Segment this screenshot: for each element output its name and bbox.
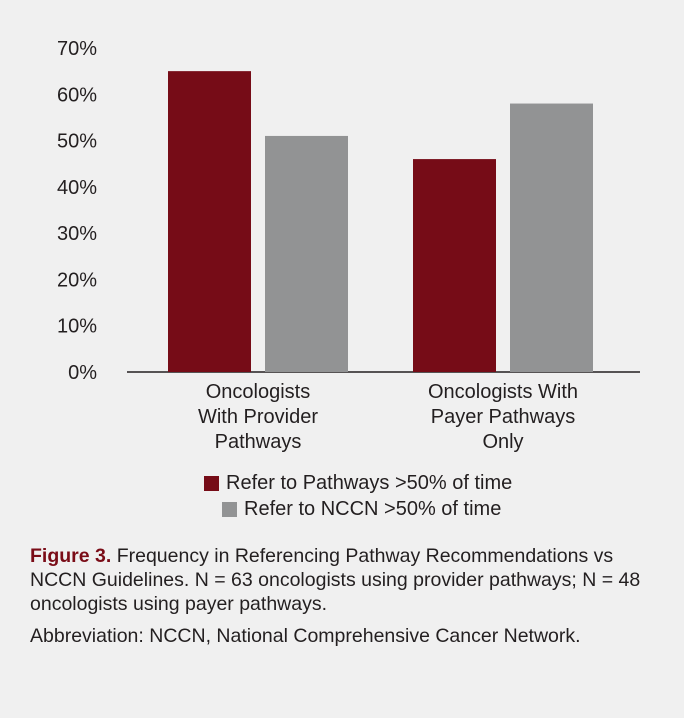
x-category-label: Oncologists — [206, 381, 311, 403]
figure-label: Figure 3. — [30, 545, 112, 567]
legend-item-nccn: Refer to NCCN >50% of time — [222, 498, 501, 521]
figure-caption: Figure 3. Frequency in Referencing Pathw… — [30, 544, 670, 656]
bar-nccn-1 — [265, 135, 348, 372]
legend-swatch-pathways — [204, 476, 219, 491]
y-tick-label: 30% — [57, 223, 97, 245]
x-category-label: With Provider — [198, 406, 318, 428]
bar-pathways-1 — [168, 71, 251, 373]
legend-label-nccn: Refer to NCCN >50% of time — [244, 498, 502, 520]
x-category-label: Oncologists With — [428, 381, 578, 403]
y-tick-label: 50% — [57, 131, 97, 153]
x-category-label: Pathways — [215, 431, 302, 453]
bar-chart: 0% 10% 20% 30% 40% 50% 60% 70% Oncologists With P… — [57, 38, 640, 453]
y-tick-label: 10% — [57, 316, 97, 338]
abbreviation-note: Abbreviation: NCCN, National Comprehensi… — [30, 625, 581, 647]
y-tick-label: 70% — [57, 38, 97, 60]
y-tick-label: 40% — [57, 177, 97, 199]
x-category-label: Payer Pathways — [431, 406, 576, 428]
y-tick-label: 60% — [57, 84, 97, 106]
legend-label-pathways: Refer to Pathways >50% of time — [226, 472, 513, 494]
bar-nccn-2 — [510, 103, 593, 373]
x-category-label: Only — [482, 431, 523, 453]
caption-text: Frequency in Referencing Pathway Recomme… — [30, 545, 641, 615]
y-tick-label: 0% — [68, 362, 97, 384]
legend-item-pathways: Refer to Pathways >50% of time — [204, 472, 512, 495]
y-tick-label: 20% — [57, 269, 97, 291]
bar-pathways-2 — [413, 159, 496, 372]
legend-swatch-nccn — [222, 502, 237, 517]
